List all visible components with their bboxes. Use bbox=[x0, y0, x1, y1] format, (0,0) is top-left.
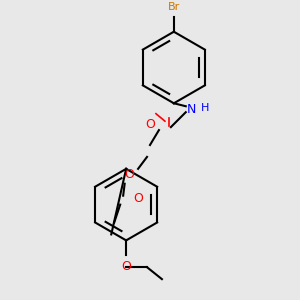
Text: O: O bbox=[145, 118, 155, 130]
Text: H: H bbox=[201, 103, 209, 113]
Text: O: O bbox=[121, 260, 131, 273]
Text: O: O bbox=[133, 192, 143, 205]
Text: Br: Br bbox=[168, 2, 180, 12]
Text: O: O bbox=[124, 168, 134, 181]
Text: N: N bbox=[187, 103, 196, 116]
